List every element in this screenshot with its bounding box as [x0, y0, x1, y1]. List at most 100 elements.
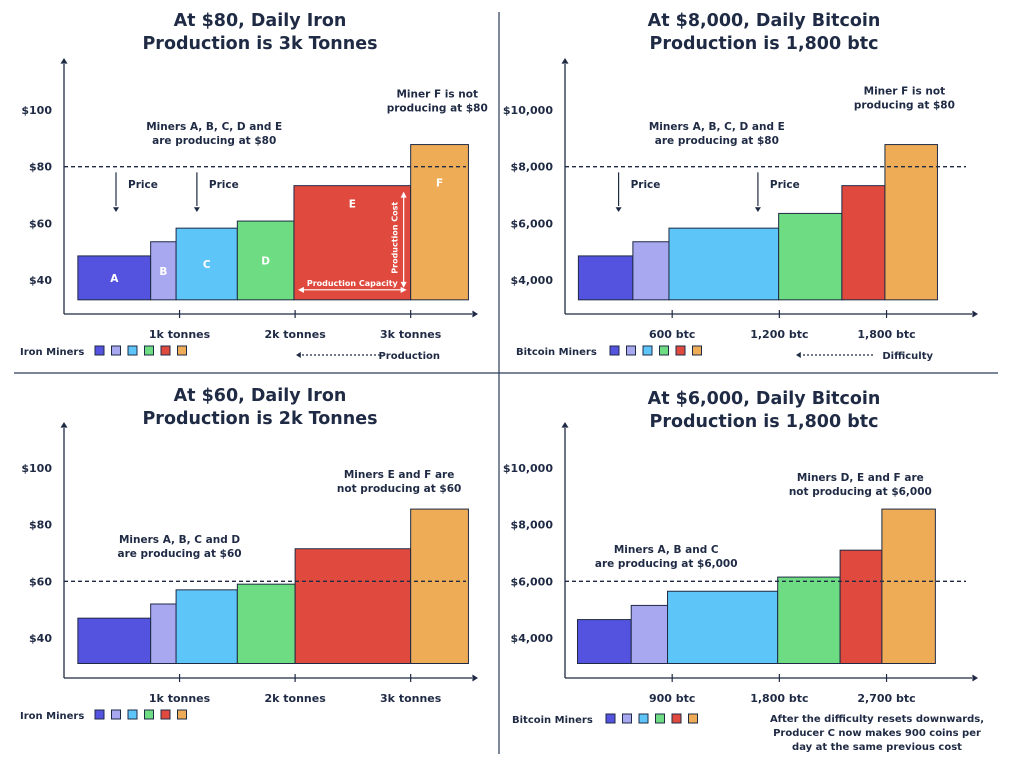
capacity-arrow-head — [400, 286, 407, 293]
arrow-head — [193, 207, 200, 212]
annotation: Miners A, B, C, D and E are producing at … — [146, 121, 282, 147]
arrow-head — [561, 58, 569, 64]
legend-swatch-d — [144, 709, 154, 720]
annotation-line: producing at $80 — [854, 99, 955, 111]
y-tick-label: $80 — [29, 519, 52, 532]
bar-miner-d — [778, 212, 843, 301]
y-tick-label-line: $6,000 — [511, 575, 554, 588]
chart-title: At $6,000, Daily Bitcoin Production is 1,… — [648, 389, 881, 432]
production-capacity-label-line: Production Capacity — [307, 279, 399, 288]
price-arrow-label: Price — [128, 179, 158, 191]
annotation-line: Miners A, B, C, D and E — [146, 121, 282, 133]
bar-miner-c — [668, 227, 780, 301]
annotation-line: are producing at $80 — [152, 135, 276, 147]
legend-swatch-b — [111, 345, 121, 356]
annotation: Miners D, E and F are not producing at $6… — [789, 472, 932, 498]
y-tick-label-line: $4,000 — [511, 632, 554, 645]
y-tick-label-line: $100 — [21, 462, 52, 475]
y-tick-label: $60 — [29, 575, 52, 588]
legend-label-line: Bitcoin Miners — [512, 715, 593, 726]
annotation: Miner F is not producing at $80 — [387, 88, 488, 114]
y-tick-label-line: $100 — [21, 104, 52, 117]
legend-label: Iron Miners — [20, 347, 84, 358]
legend-swatch-e — [675, 345, 686, 356]
annotation-line: not producing at $6,000 — [789, 486, 932, 498]
annotation: Miners E and F are not producing at $60 — [337, 469, 461, 495]
footer-note-line: Producer C now makes 900 coins per — [773, 728, 981, 739]
legend-swatch-c — [642, 345, 653, 356]
bar-label-f: F — [436, 178, 443, 190]
capacity-arrow-head — [297, 286, 304, 293]
x-tick-label-line: 1k tonnes — [149, 692, 211, 705]
legend-swatch-b — [111, 709, 121, 720]
legend-label: Bitcoin Miners — [512, 715, 593, 726]
y-tick-label: $6,000 — [511, 217, 554, 230]
chart-panel-1: At $80, Daily Iron Production is 3k Tonne… — [20, 11, 488, 362]
bar-label-a: A — [110, 273, 119, 285]
bar-label-b: B — [159, 266, 167, 278]
x-tick-label-line: 900 btc — [649, 692, 695, 705]
arrow-head — [60, 58, 68, 64]
production-cost-label-line: Production Cost — [391, 202, 400, 274]
legend-swatch-d — [144, 345, 154, 356]
bar-label-e-line: E — [349, 199, 356, 211]
legend-swatch-f — [177, 345, 187, 356]
arrow-head — [972, 674, 978, 682]
bar-label-b-line: B — [159, 266, 167, 278]
footer-label: Production — [378, 351, 440, 362]
annotation: Miners A, B, C, D and E are producing at … — [649, 121, 785, 147]
x-tick-label: 3k tonnes — [380, 692, 442, 705]
y-tick-label: $4,000 — [511, 632, 554, 645]
annotation-line: Miner F is not — [864, 85, 946, 97]
annotation-line: producing at $80 — [387, 102, 488, 114]
bar-label-d: D — [261, 255, 270, 267]
bar-miner-a — [577, 619, 632, 664]
bar-miner-f — [410, 144, 469, 301]
x-tick-label: 1,800 btc — [750, 692, 808, 705]
x-tick-label-line: 3k tonnes — [380, 328, 442, 341]
y-tick-label: $40 — [29, 632, 52, 645]
y-tick-label-line: $60 — [29, 217, 52, 230]
x-tick-label-line: 600 btc — [649, 328, 695, 341]
x-tick-label-line: 1,200 btc — [750, 328, 808, 341]
chart-title-line: Production is 2k Tonnes — [142, 409, 377, 429]
y-tick-label-line: $8,000 — [511, 519, 554, 532]
y-tick-label-line: $80 — [29, 519, 52, 532]
x-tick-label: 1,800 btc — [857, 328, 915, 341]
chart-title-line: At $60, Daily Iron — [174, 386, 347, 406]
legend-label-line: Bitcoin Miners — [516, 347, 597, 358]
chart-title: At $80, Daily Iron Production is 3k Tonne… — [142, 11, 377, 54]
arrow-head — [972, 310, 978, 318]
arrow-head — [113, 207, 119, 212]
bar-miner-b — [630, 604, 669, 665]
bar-miner-a — [577, 255, 634, 301]
chart-panel-3: At $60, Daily Iron Production is 2k Tonne… — [20, 386, 478, 722]
footer-label-line: Difficulty — [882, 351, 933, 362]
x-tick-label-line: 1,800 btc — [750, 692, 808, 705]
x-tick-label: 3k tonnes — [380, 328, 442, 341]
bar-label-a-line: A — [110, 273, 119, 285]
annotation-line: Miners A, B and C — [614, 544, 719, 556]
chart-title-line: At $6,000, Daily Bitcoin — [648, 389, 881, 409]
x-tick-label: 600 btc — [649, 328, 695, 341]
y-tick-label-line: $6,000 — [511, 217, 554, 230]
x-tick-label: 1k tonnes — [149, 692, 211, 705]
legend-swatch-e — [160, 345, 171, 356]
footer-note-line: After the difficulty resets downwards, — [770, 714, 984, 725]
production-capacity-label: Production Capacity — [307, 279, 399, 288]
bar-label-f-line: F — [436, 178, 443, 190]
y-tick-label-line: $40 — [29, 632, 52, 645]
x-tick-label-line: 2,700 btc — [857, 692, 915, 705]
price-arrow-label: Price — [209, 179, 239, 191]
annotation-line: Miner F is not — [396, 88, 478, 100]
x-tick-label: 2k tonnes — [264, 692, 326, 705]
y-tick-label-line: $4,000 — [511, 274, 554, 287]
legend-swatch-c — [127, 345, 138, 356]
x-tick-label-line: 1k tonnes — [149, 328, 211, 341]
x-tick-label: 1k tonnes — [149, 328, 211, 341]
bar-miner-e — [839, 549, 883, 665]
footer-note: After the difficulty resets downwards, Pr… — [770, 714, 984, 753]
annotation-line: Miners A, B, C and D — [119, 534, 240, 546]
footer-note-line: day at the same previous cost — [792, 742, 962, 753]
legend-swatch-f — [688, 713, 698, 724]
